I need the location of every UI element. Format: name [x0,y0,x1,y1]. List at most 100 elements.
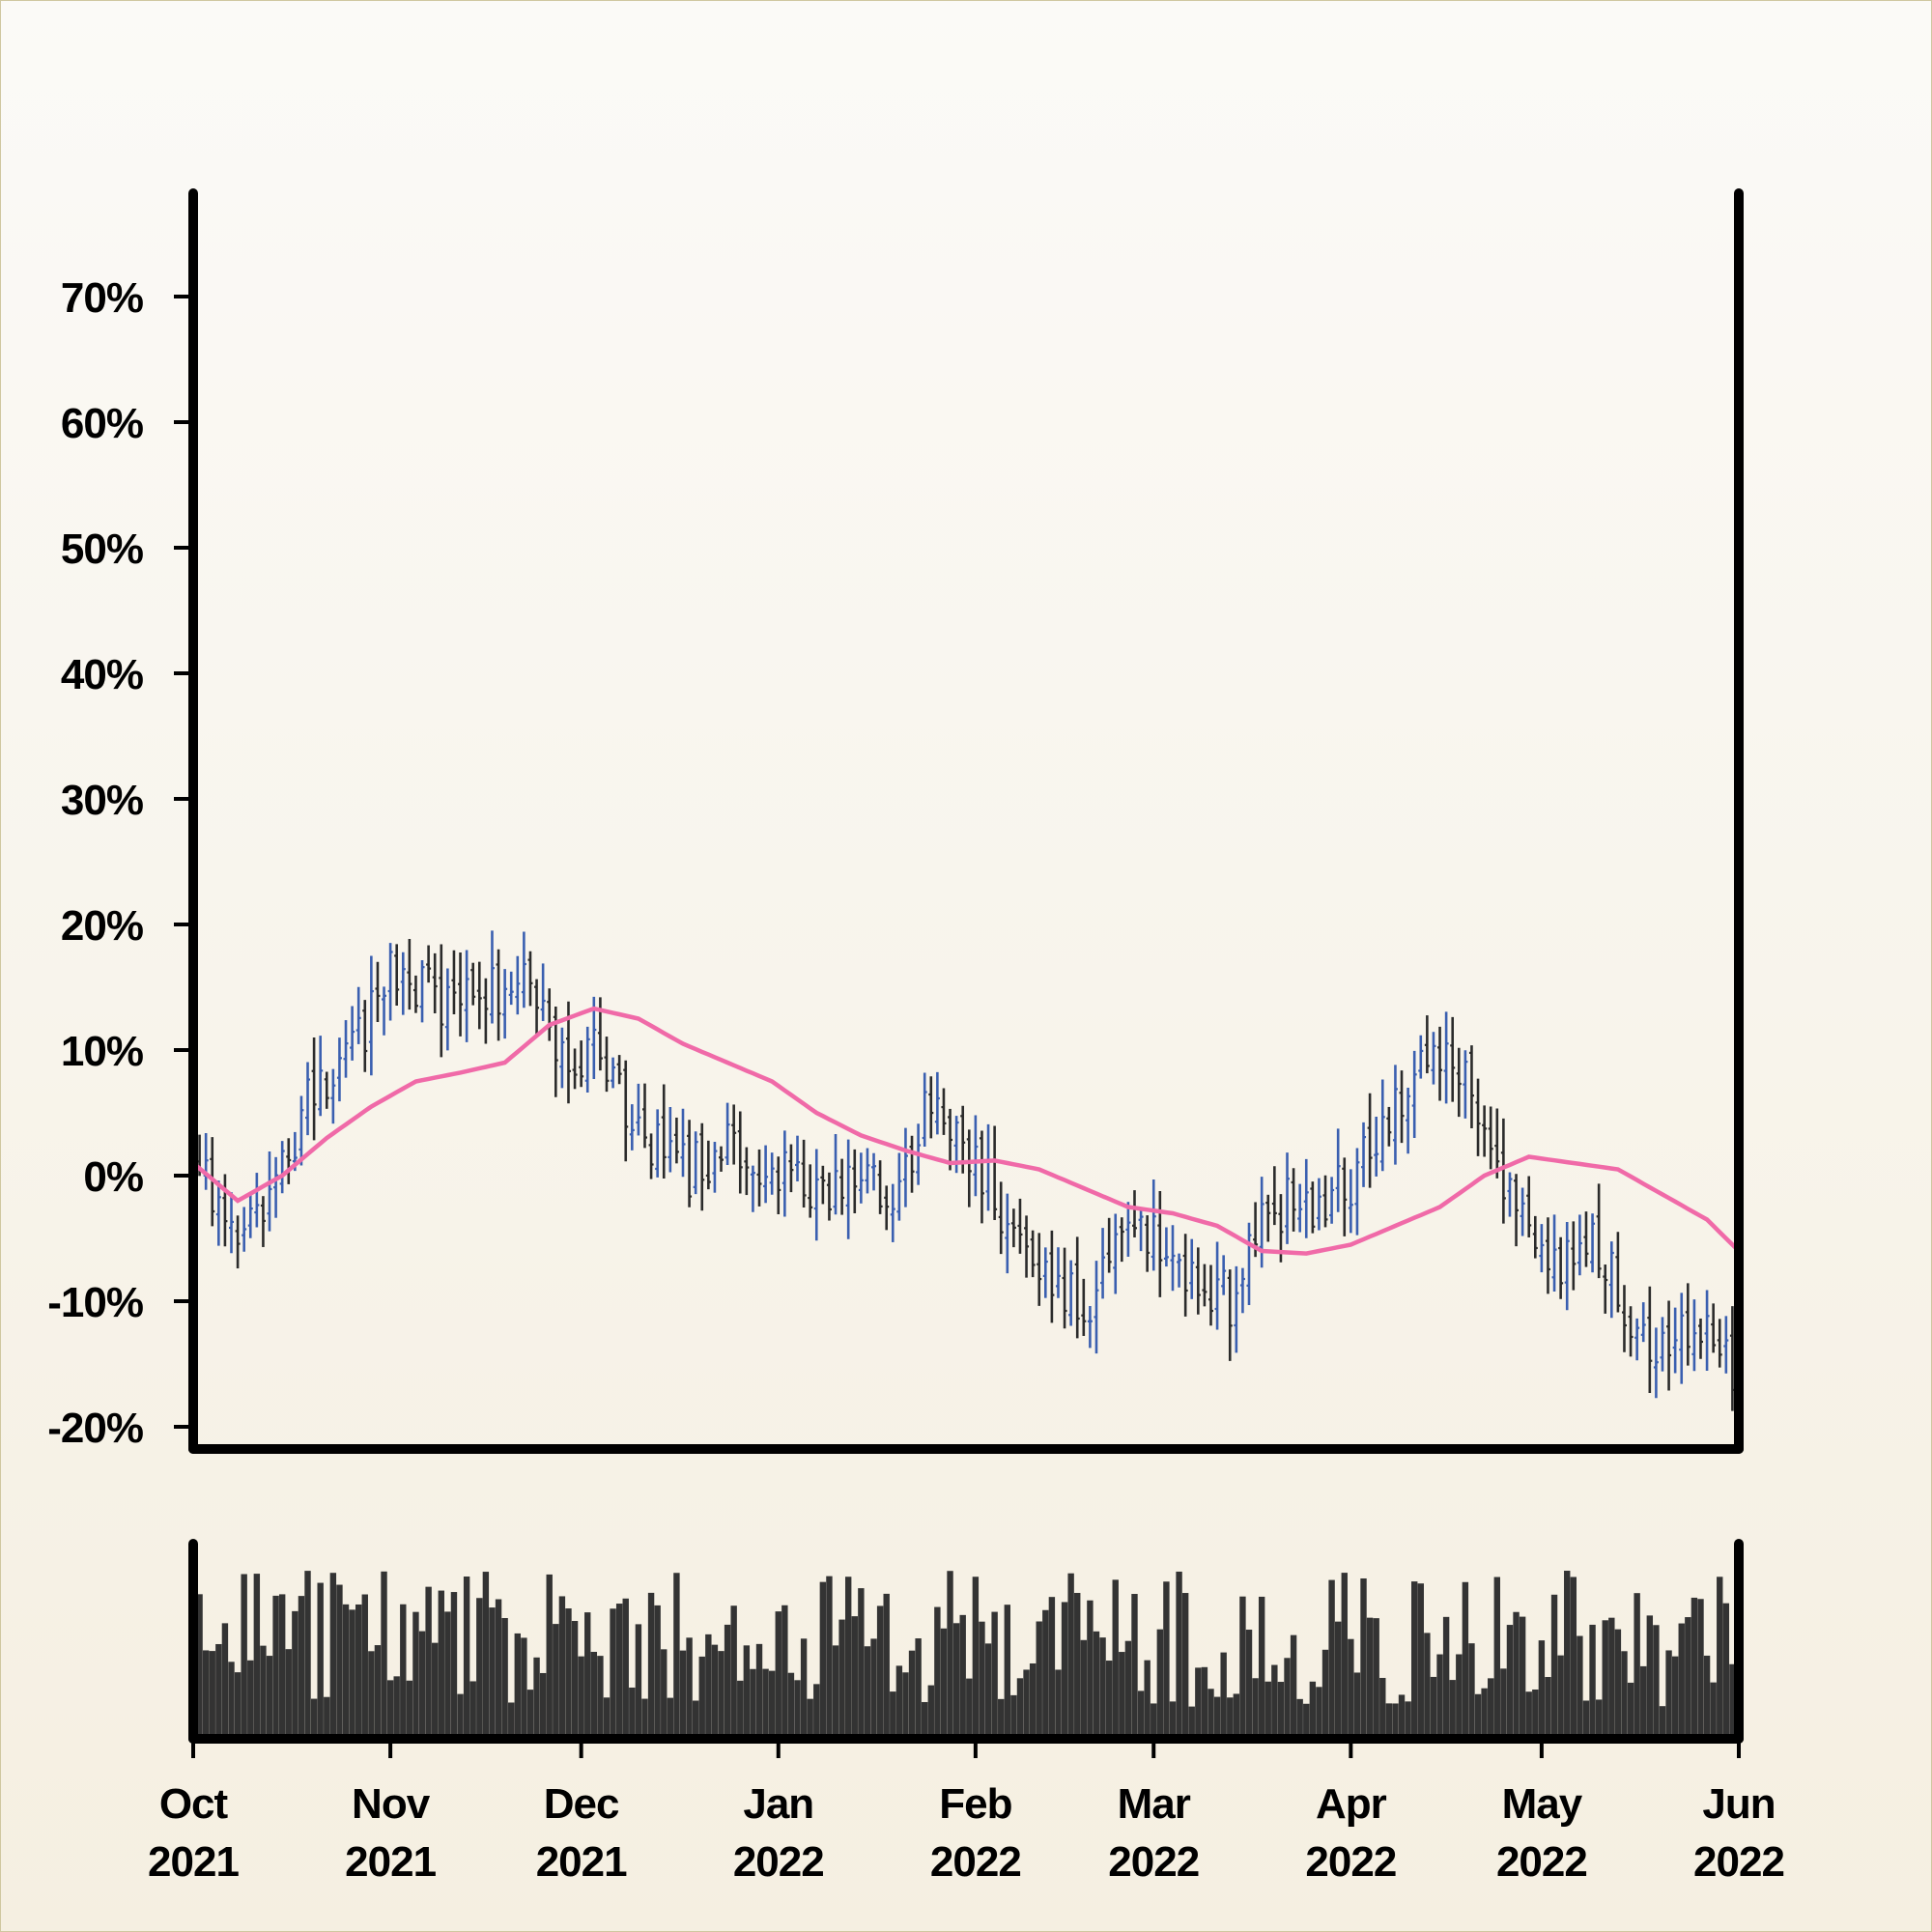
volume-bar [1634,1593,1640,1739]
ohlc-bar [616,1055,622,1085]
volume-bar [438,1590,444,1739]
volume-bar [1538,1640,1546,1739]
volume-bar [1545,1677,1551,1739]
ohlc-bar [1145,1215,1151,1272]
volume-bar [1582,1700,1590,1739]
ohlc-bar [1411,1050,1417,1139]
ohlc-bar [973,1115,979,1197]
ohlc-bar [1431,1032,1436,1085]
ohlc-bar [1374,1117,1379,1177]
volume-bar [342,1604,350,1739]
x-tick-label-year: 2021 [148,1838,239,1886]
volume-bar [1151,1703,1157,1739]
volume-bar [1564,1571,1571,1739]
ohlc-bar [382,986,387,1036]
volume-bar [1042,1609,1049,1739]
volume-bar [285,1649,292,1739]
ohlc-bar [852,1149,858,1213]
volume-bar [1373,1618,1379,1739]
volume-bar [374,1645,382,1739]
volume-bar [1627,1682,1634,1739]
ohlc-bar [1424,1015,1430,1074]
volume-bar [1277,1682,1285,1739]
volume-bar [1353,1672,1361,1739]
volume-bar [514,1633,522,1739]
ohlc-bar [1723,1316,1729,1374]
volume-bar [1055,1669,1062,1739]
volume-bar [1195,1667,1202,1739]
ohlc-bar [1227,1269,1233,1361]
volume-bar [832,1645,839,1739]
ohlc-bar [579,1040,584,1088]
volume-bar [1213,1696,1221,1739]
volume-bar [202,1650,210,1739]
ohlc-bar [1717,1319,1722,1368]
volume-bar [654,1605,661,1739]
volume-bar [1589,1624,1596,1739]
ohlc-bar [350,1006,355,1061]
ohlc-bar [776,1156,781,1214]
volume-bar [1048,1597,1056,1739]
ohlc-bar [673,1117,679,1164]
ohlc-bar [795,1135,801,1181]
volume-bar [1258,1596,1265,1739]
volume-bar [1500,1668,1507,1739]
volume-bar [215,1643,222,1739]
volume-bar [469,1681,476,1739]
volume-bar [1227,1697,1234,1739]
volume-bar [1220,1652,1227,1739]
ohlc-bar [387,943,393,1021]
volume-bar [895,1665,903,1739]
volume-bar [819,1581,827,1739]
volume-bar [915,1638,922,1739]
ohlc-bar [547,988,553,1041]
ohlc-bar [820,1165,826,1205]
volume-bar [1074,1592,1081,1739]
ohlc-bar [444,968,450,1051]
ohlc-bar [896,1152,902,1221]
ohlc-bar [1406,1088,1411,1154]
volume-bar [838,1619,845,1739]
ohlc-bar [305,1062,311,1136]
volume-bar [1169,1701,1177,1739]
volume-bar [743,1645,751,1739]
volume-bar [317,1582,324,1739]
x-tick-label-year: 2021 [536,1838,627,1886]
volume-bar [1513,1611,1520,1739]
ohlc-bar [1208,1264,1213,1326]
volume-bar [1722,1603,1730,1739]
ohlc-bar [318,1036,324,1117]
ohlc-bar [1475,1078,1481,1156]
volume-bar [533,1657,540,1739]
ohlc-bar [750,1165,755,1212]
volume-bar [940,1628,948,1739]
volume-bar [800,1638,808,1739]
x-tick-label-month: Oct [159,1780,229,1828]
volume-bar [692,1700,699,1739]
x-tick-label-month: Jun [1702,1780,1775,1828]
ohlc-bar [1062,1247,1067,1329]
volume-bar [1131,1594,1138,1739]
volume-bar [890,1691,896,1739]
volume-bar [361,1594,368,1739]
volume-bar [1417,1583,1424,1739]
ohlc-bar [483,978,489,1044]
ohlc-bar [1297,1183,1303,1233]
volume-bar [711,1644,719,1739]
volume-bar [444,1611,451,1739]
volume-bar [1303,1703,1310,1739]
ohlc-bar [1348,1169,1353,1234]
ohlc-bar [948,1108,953,1171]
volume-bar [1188,1706,1195,1739]
volume-bar [495,1599,502,1739]
x-tick-label-month: Nov [352,1780,431,1828]
ohlc-bar [661,1084,667,1179]
ohlc-bar [992,1125,998,1221]
ohlc-bar [865,1148,870,1194]
volume-bar [1328,1579,1335,1739]
volume-bar [698,1656,705,1739]
ohlc-bar [641,1083,647,1149]
ohlc-bar [1068,1260,1074,1326]
ohlc-bar [1577,1214,1582,1276]
volume-bar [610,1608,616,1739]
